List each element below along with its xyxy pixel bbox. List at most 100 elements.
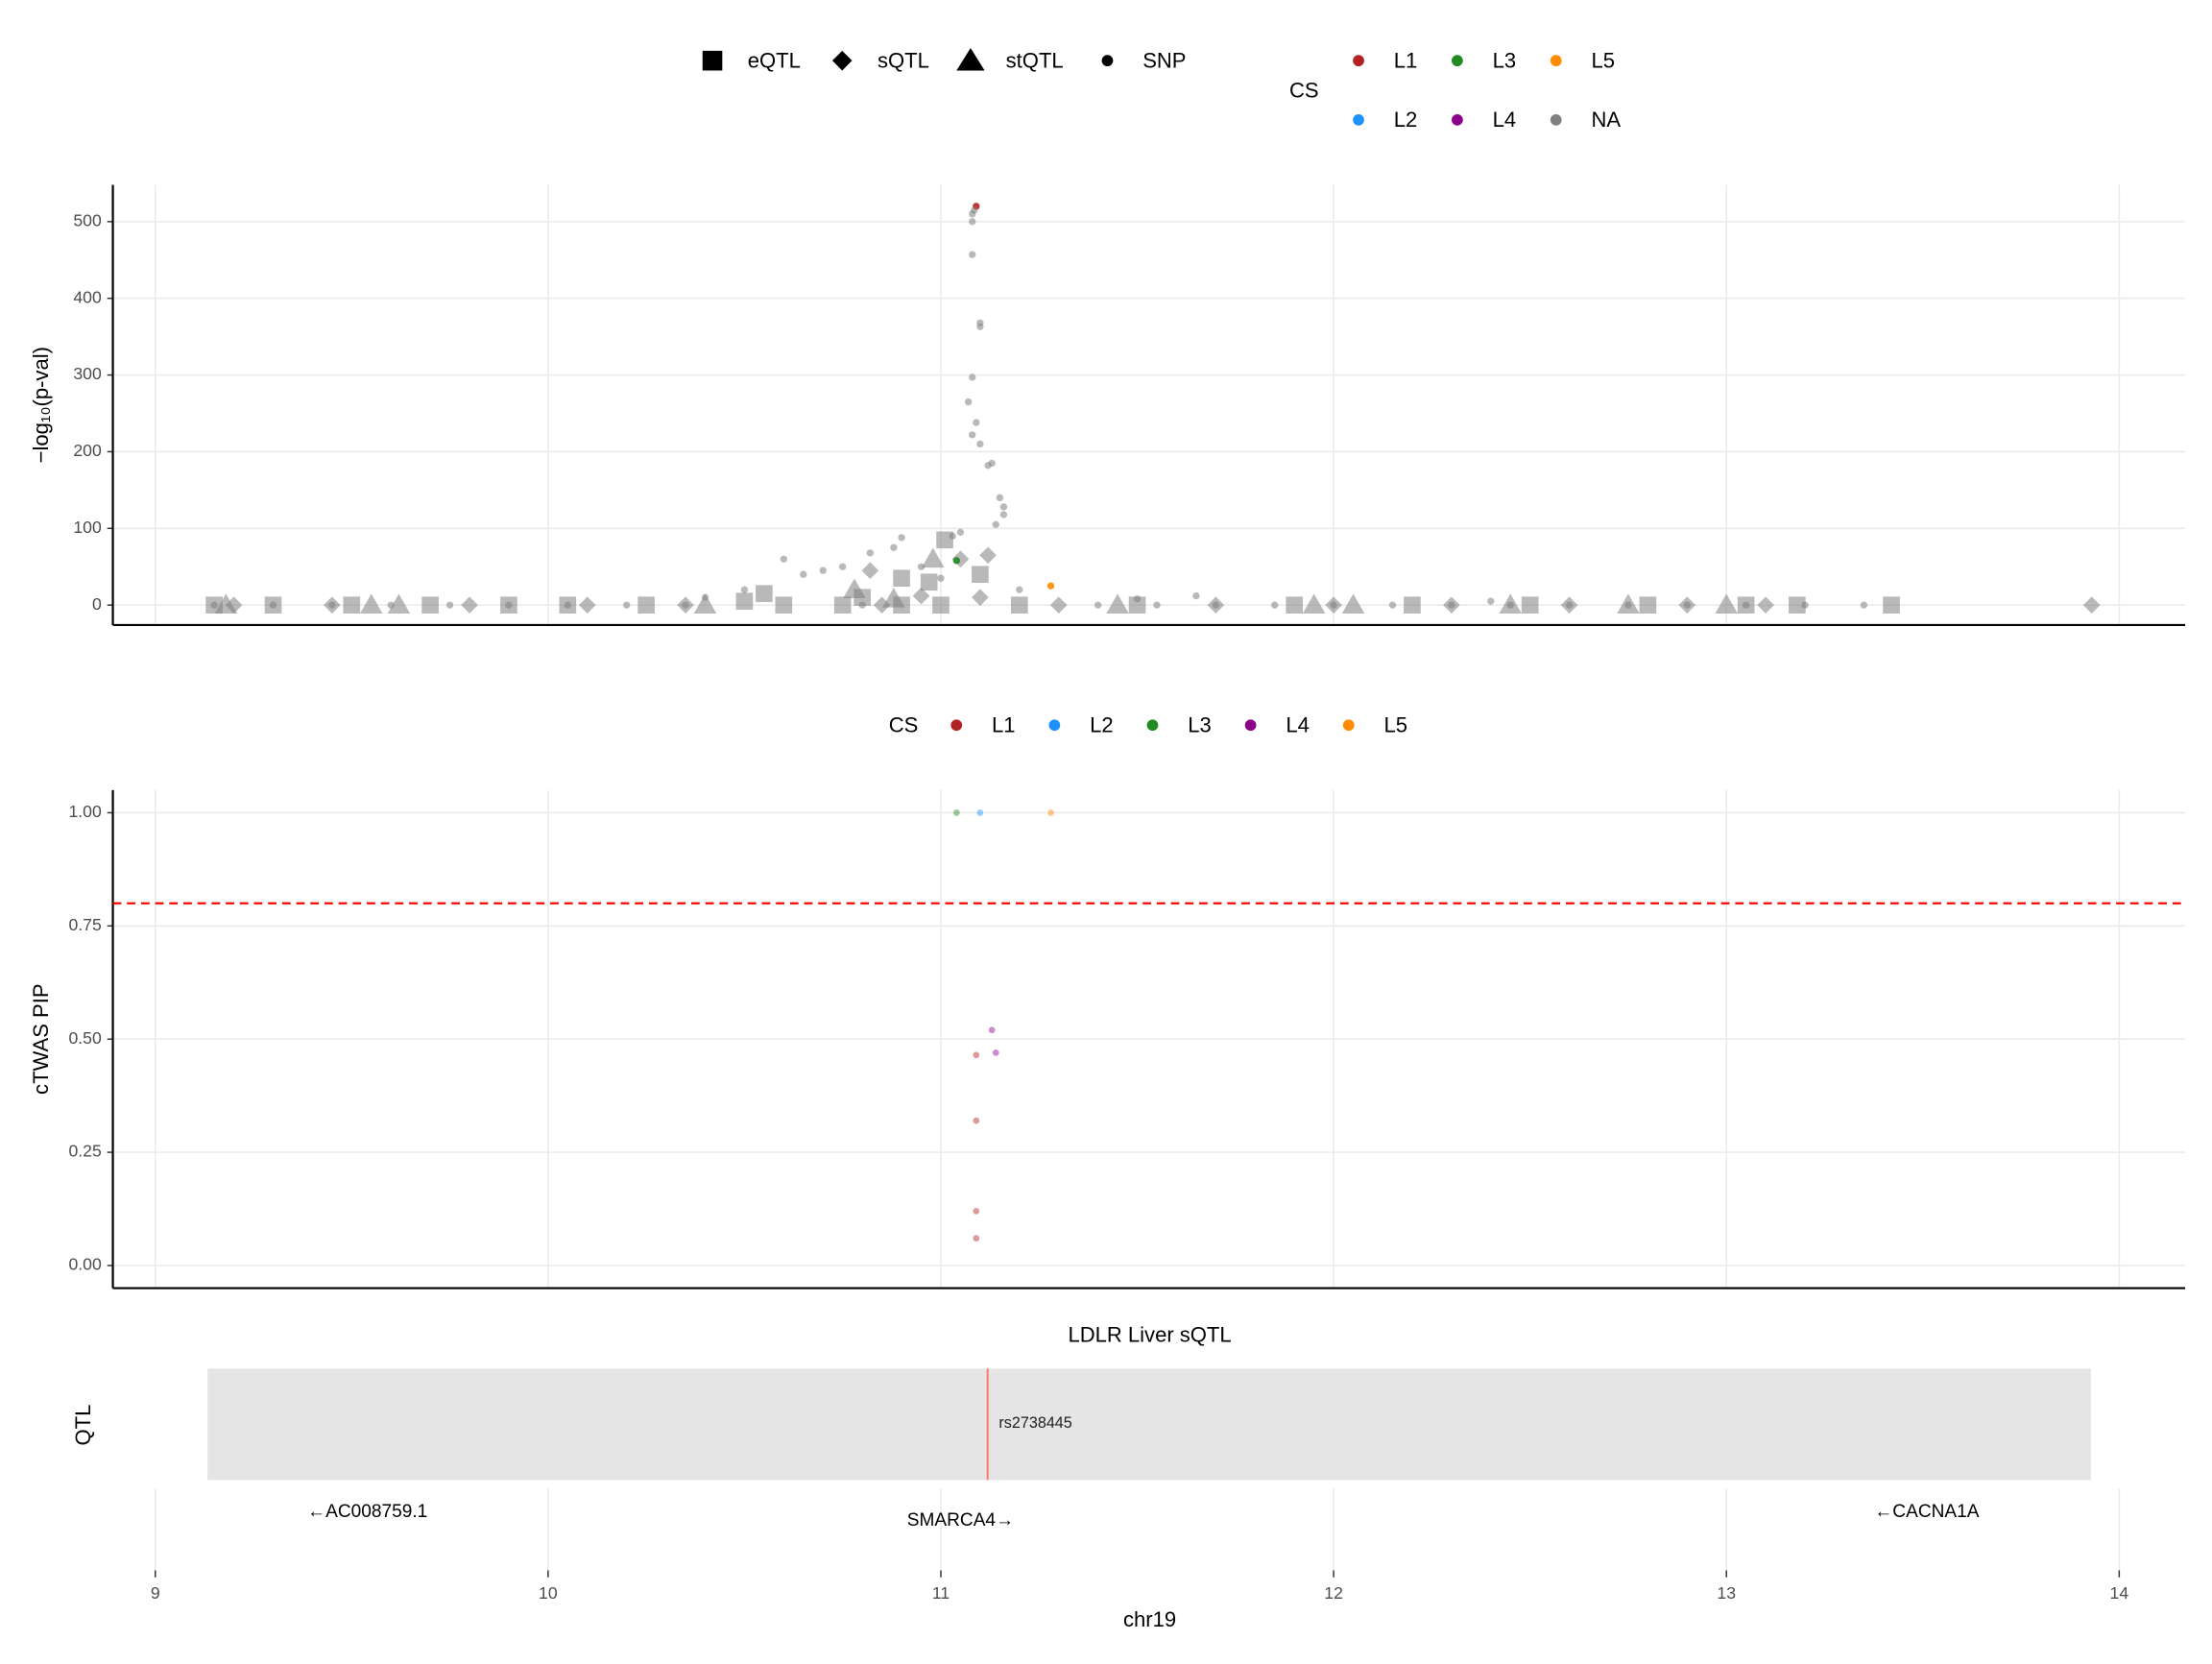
point [973,1051,980,1059]
stqtl-point [359,593,383,614]
legend-label: L4 [1286,713,1310,737]
point [949,532,956,540]
legend-key [950,719,963,732]
point [1330,601,1337,609]
stqtl-point [1302,593,1326,614]
point [956,528,965,536]
legend-label: L3 [1493,48,1517,72]
point [992,1049,999,1056]
point [623,601,631,609]
point [976,809,984,816]
eqtl-point [343,596,361,614]
point [1133,595,1142,603]
legend-key [1452,55,1463,67]
point [269,601,277,609]
legend-key [956,47,985,71]
y-tick-label: 300 [73,364,102,383]
legend-key [1550,114,1562,126]
legend-label: L5 [1383,713,1407,737]
y-tick-label: 0.00 [68,1255,102,1274]
snp-label: rs2738445 [998,1414,1071,1432]
x-tick-label: 9 [151,1583,160,1603]
point [999,511,1008,518]
eqtl-point [932,596,950,614]
point [1094,601,1102,609]
point [1565,601,1574,609]
stqtl-point [693,593,717,614]
point [898,534,905,542]
point [973,1208,980,1215]
legend-label: L5 [1591,48,1615,72]
point [999,503,1008,511]
legend-label: L2 [1394,108,1418,132]
eqtl-point [1010,596,1028,614]
eqtl-point [756,585,773,603]
point [1153,601,1161,609]
point [445,601,454,609]
legend-title: CS [1289,78,1319,102]
legend-key [831,50,853,71]
y-axis-label: cTWAS PIP [29,983,53,1094]
point [505,601,513,609]
eqtl-point [1789,596,1806,614]
eqtl-point [1404,596,1421,614]
eqtl-point [637,596,655,614]
point [819,567,827,574]
point [780,555,788,563]
stqtl-point [882,588,905,608]
eqtl-point [936,531,953,549]
point [1448,601,1455,609]
legend-key [1550,55,1562,67]
gene-label: ←AC008759.1 [307,1502,427,1522]
point [1487,597,1495,605]
point [740,586,749,593]
point [917,563,926,570]
eqtl-point [1639,596,1657,614]
legend-key [1452,114,1463,126]
point [858,601,866,609]
point [973,1235,980,1242]
legend-label: L4 [1493,108,1517,132]
x-tick-label: 13 [1717,1583,1736,1603]
point [1212,601,1220,609]
stqtl-point [1341,593,1365,614]
legend-label: sQTL [878,48,929,72]
point [1683,601,1691,609]
legend-label: eQTL [748,48,801,72]
legend-key [702,50,723,71]
y-tick-label: 200 [73,441,102,460]
eqtl-point [775,596,793,614]
stqtl-point [387,593,411,614]
point [952,557,961,565]
legend-title: CS [889,713,919,737]
legend-key [1244,719,1257,732]
y-tick-label: 500 [73,210,102,229]
eqtl-point [893,569,910,588]
point [1016,586,1023,593]
eqtl-point [1521,596,1539,614]
point [1192,591,1200,600]
legend-label: stQTL [1006,48,1064,72]
point [1506,601,1514,609]
point [1801,601,1809,609]
sqtl-point [861,562,879,580]
legend-label: L1 [1394,48,1418,72]
y-tick-label: 0 [92,594,102,614]
eqtl-point [735,592,754,610]
legend-label: L2 [1090,713,1114,737]
stqtl-point [843,578,866,599]
point [973,1117,980,1124]
x-axis-label: chr19 [1123,1607,1176,1631]
point [1047,809,1054,816]
sqtl-point [979,546,997,565]
point [976,323,984,330]
point [969,374,976,381]
y-axis-label: QTL [71,1405,95,1446]
legend-key [1146,719,1159,732]
x-tick-label: 11 [932,1583,950,1603]
x-tick-label: 10 [539,1583,558,1603]
x-tick-label: 14 [2110,1583,2129,1603]
eqtl-point [1883,596,1900,614]
point [996,494,1004,502]
